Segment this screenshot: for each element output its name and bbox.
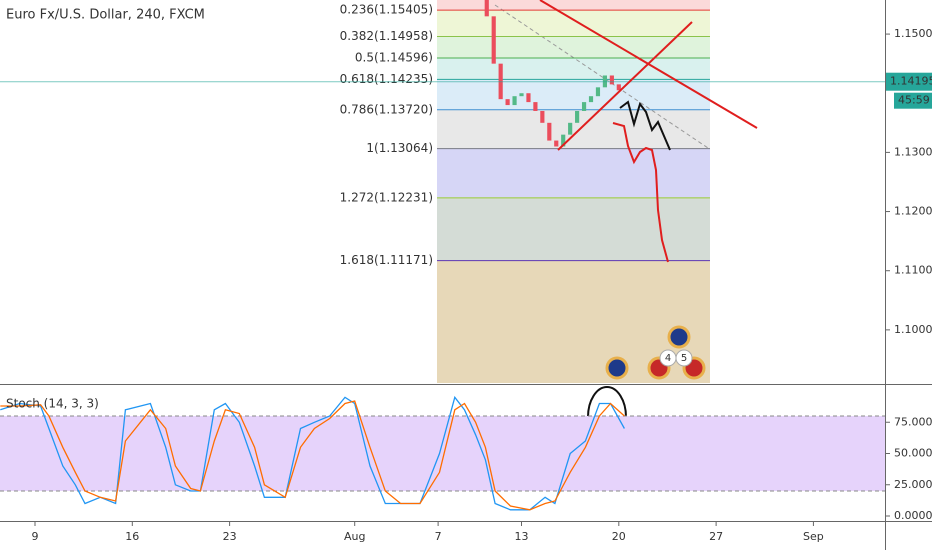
- y-tick-label: 1.15000: [894, 27, 932, 40]
- fib-zone: [437, 148, 710, 198]
- x-tick-label: 20: [612, 530, 626, 543]
- y-tick-label: 75.0000: [894, 415, 932, 428]
- fib-zone: [437, 0, 710, 11]
- candle-body: [505, 99, 510, 106]
- event-icons: 4 5: [605, 325, 706, 380]
- x-tick-label: 7: [435, 530, 442, 543]
- eu-icon: [667, 325, 691, 349]
- trend-dashed: [494, 4, 709, 149]
- fib-label: 0.618(1.14235): [340, 72, 433, 86]
- candle-body: [540, 110, 545, 123]
- fib-label: 0.382(1.14958): [340, 29, 433, 43]
- y-tick-label: 0.0000: [894, 509, 932, 522]
- candle-body: [554, 140, 559, 147]
- fib-label: 0.5(1.14596): [355, 50, 433, 64]
- fib-zone: [437, 197, 710, 261]
- y-tick-label: 1.13000: [894, 145, 932, 158]
- x-tick-label: 13: [515, 530, 529, 543]
- stoch-pane: [0, 395, 885, 511]
- fib-zone: [437, 57, 710, 80]
- axes: 1.14195 45:59 1.15000 1.13000 1.12000 1.11000…: [32, 27, 932, 543]
- candle-body: [547, 122, 552, 141]
- stoch-line: [0, 395, 625, 511]
- eu-icon: [605, 356, 629, 380]
- y-tick-label: 1.12000: [894, 205, 932, 218]
- candle-body: [526, 93, 531, 103]
- main-pane: 0.236(1.15405) 0.382(1.14958) 0.5(1.14596)…: [0, 0, 932, 267]
- count-badge: [675, 349, 693, 367]
- fib-zone: [437, 109, 710, 149]
- trend-line: [557, 21, 693, 151]
- candle-body: [588, 96, 594, 103]
- fib-label: 0.236(1.15405): [340, 3, 433, 17]
- fib-label: 1.272(1.12231): [340, 190, 433, 204]
- candle-body: [616, 84, 621, 91]
- price-badge-label: 1.14195: [890, 75, 932, 88]
- fib-zone: [437, 36, 710, 58]
- candle-body: [581, 102, 587, 111]
- y-tick-label: 25.0000: [894, 478, 932, 491]
- drawings: [494, 4, 709, 149]
- stoch-band: [0, 416, 885, 491]
- fib-label: 1.618(1.11171): [340, 253, 433, 267]
- x-tick-label: 27: [709, 530, 723, 543]
- candle-body: [609, 75, 614, 85]
- countdown-badge: [894, 92, 932, 109]
- x-tick-label: 16: [125, 530, 139, 543]
- price-badge: [886, 72, 932, 91]
- stoch-line: [0, 400, 625, 511]
- candle-body: [575, 110, 580, 123]
- indicator-title: Stoch (14, 3, 3): [6, 397, 99, 411]
- candle-body: [595, 87, 601, 97]
- chart-title: Euro Fx/U.S. Dollar, 240, FXCM: [6, 8, 205, 23]
- fib-zone: [437, 10, 710, 37]
- y-tick-label: 50.0000: [894, 447, 932, 460]
- forecast-path: [612, 122, 669, 263]
- candle-body: [561, 134, 566, 147]
- forecast-path: [619, 100, 671, 151]
- x-tick-label: Aug: [344, 530, 365, 543]
- candle-body: [512, 96, 517, 106]
- candle-body: [519, 93, 524, 97]
- fib-zone: [437, 79, 710, 110]
- event-count: 5: [681, 353, 687, 364]
- x-tick-label: 23: [223, 530, 237, 543]
- fib-label: 0.786(1.13720): [340, 102, 433, 116]
- candle-body: [568, 122, 573, 135]
- candle-body: [533, 102, 538, 111]
- fib-label: 1(1.13064): [366, 141, 433, 155]
- countdown-label: 45:59: [898, 94, 930, 107]
- event-count: 4: [665, 353, 671, 364]
- y-tick-label: 1.11000: [894, 264, 932, 277]
- x-tick-label: 9: [32, 530, 39, 543]
- candle-body: [491, 16, 496, 64]
- y-tick-label: 1.10000: [894, 323, 932, 336]
- candle-body: [484, 0, 489, 17]
- x-tick-label: Sep: [803, 530, 824, 543]
